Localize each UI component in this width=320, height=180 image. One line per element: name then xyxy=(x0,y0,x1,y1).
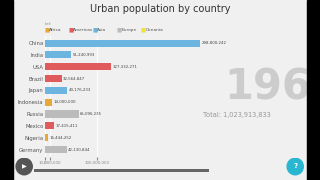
Circle shape xyxy=(16,158,32,175)
Bar xyxy=(45,134,48,141)
Text: ■: ■ xyxy=(69,28,74,33)
Text: 1960: 1960 xyxy=(224,67,320,109)
Bar xyxy=(45,111,79,118)
Text: 127,332,271: 127,332,271 xyxy=(112,65,137,69)
Text: 43,176,233: 43,176,233 xyxy=(68,88,91,92)
Text: 65,096,235: 65,096,235 xyxy=(80,112,102,116)
Text: Asia: Asia xyxy=(97,28,107,32)
Bar xyxy=(45,40,200,47)
Text: ■: ■ xyxy=(117,28,122,33)
Text: Americas: Americas xyxy=(73,28,93,32)
Text: 16,444,252: 16,444,252 xyxy=(50,136,72,140)
Text: Africa: Africa xyxy=(49,28,62,32)
Circle shape xyxy=(287,158,303,175)
Text: ▶: ▶ xyxy=(22,164,27,169)
Text: 32,564,847: 32,564,847 xyxy=(63,76,85,81)
Text: 14,000,000: 14,000,000 xyxy=(53,100,76,104)
Bar xyxy=(45,87,67,94)
Text: 298,800,242: 298,800,242 xyxy=(202,41,227,45)
Text: Lel:: Lel: xyxy=(45,22,52,26)
Text: 17,415,411: 17,415,411 xyxy=(55,124,77,128)
Text: Total: 1,023,913,833: Total: 1,023,913,833 xyxy=(203,112,271,118)
Text: Europe: Europe xyxy=(121,28,137,32)
Bar xyxy=(45,122,54,129)
Text: ■: ■ xyxy=(45,28,50,33)
Bar xyxy=(45,146,67,153)
Bar xyxy=(45,99,52,106)
Text: ■: ■ xyxy=(141,28,146,33)
Bar xyxy=(45,63,111,70)
Text: Urban population by country: Urban population by country xyxy=(90,4,230,15)
Text: ■: ■ xyxy=(93,28,98,33)
Text: 42,130,844: 42,130,844 xyxy=(68,147,91,152)
Bar xyxy=(45,51,71,58)
Text: Oceania: Oceania xyxy=(145,28,163,32)
Text: ?: ? xyxy=(293,163,297,170)
Bar xyxy=(45,75,62,82)
Text: 51,240,993: 51,240,993 xyxy=(73,53,95,57)
